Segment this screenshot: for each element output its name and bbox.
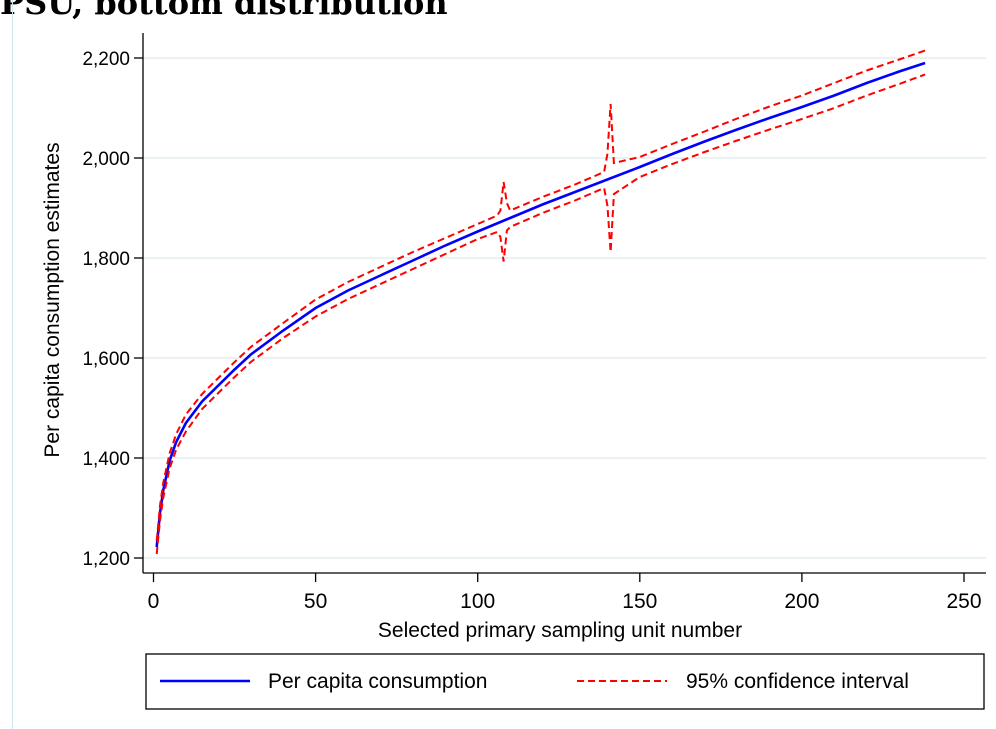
y-axis-label: Per capita consumption estimates [41,142,64,457]
x-tick-label: 0 [148,590,160,613]
grid-lines [143,57,986,559]
x-tick-label: 150 [622,590,657,613]
ci-upper-line [155,49,926,541]
y-tick-label: 1,800 [82,249,130,270]
y-tick-label: 1,200 [82,549,130,570]
panel-divider [12,0,13,729]
ci-lower-line [155,73,926,555]
x-axis-label: Selected primary sampling unit number [378,619,742,642]
legend-label: Per capita consumption [268,670,487,693]
x-tick-label: 200 [784,590,819,613]
y-tick-label: 2,200 [82,49,130,70]
axes: 1,200 1,400 1,600 1,800 2,000 2,200 0 50 100 150 2… [41,33,986,642]
chart-title-fragment: PSU, bottom distribution [0,0,448,22]
legend: Per capita consumption 95% confidence int… [145,653,985,710]
x-tick-label: 100 [460,590,495,613]
main-series-line [155,61,926,548]
y-tick-label: 1,600 [82,349,130,370]
y-tick-label: 2,000 [82,149,130,170]
y-tick-label: 1,400 [82,449,130,470]
x-tick-label: 50 [304,590,327,613]
legend-label: 95% confidence interval [686,670,909,693]
legend-box [145,653,985,710]
series [155,49,926,555]
x-tick-label: 250 [946,590,981,613]
